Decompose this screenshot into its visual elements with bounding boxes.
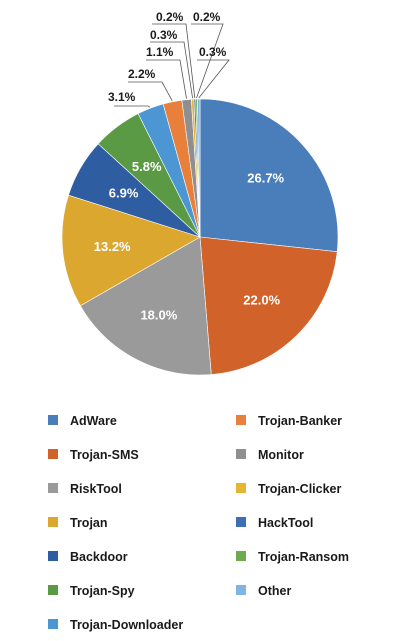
leader-line-monitor bbox=[146, 59, 187, 99]
pie-slice-trojan bbox=[61, 194, 201, 307]
pie-label-trojan-clicker: 0.3% bbox=[150, 28, 178, 42]
legend-label-backdoor: Backdoor bbox=[70, 550, 128, 564]
legend-item-trojan-banker: Trojan-Banker bbox=[236, 414, 342, 428]
legend-label-trojan-sms: Trojan-SMS bbox=[70, 448, 139, 462]
legend-label-other: Other bbox=[258, 584, 291, 598]
legend-swatch-adware bbox=[48, 415, 58, 425]
legend-swatch-trojan-downloader bbox=[48, 619, 58, 629]
legend-item-backdoor: Backdoor bbox=[48, 550, 128, 564]
legend-item-adware: AdWare bbox=[48, 414, 117, 428]
legend-label-trojan-clicker: Trojan-Clicker bbox=[258, 482, 341, 496]
legend-label-monitor: Monitor bbox=[258, 448, 304, 462]
pie-label-adware: 26.7% bbox=[247, 171, 284, 186]
legend-label-trojan-downloader: Trojan-Downloader bbox=[70, 618, 183, 632]
legend-swatch-trojan-banker bbox=[236, 415, 246, 425]
legend-label-trojan-ransom: Trojan-Ransom bbox=[258, 550, 349, 564]
legend-swatch-trojan-ransom bbox=[236, 551, 246, 561]
leader-line-other bbox=[197, 59, 230, 99]
legend-swatch-trojan-sms bbox=[48, 449, 58, 459]
legend-label-trojan-spy: Trojan-Spy bbox=[70, 584, 135, 598]
leader-line-trojan-ransom bbox=[191, 23, 224, 99]
pie-label-hacktool: 0.2% bbox=[156, 10, 184, 24]
pie-slices bbox=[61, 98, 339, 376]
pie-slice-adware bbox=[199, 98, 339, 253]
legend-swatch-trojan-spy bbox=[48, 585, 58, 595]
legend-item-hacktool: HackTool bbox=[236, 516, 313, 530]
legend-swatch-risktool bbox=[48, 483, 58, 493]
legend-swatch-backdoor bbox=[48, 551, 58, 561]
legend-swatch-monitor bbox=[236, 449, 246, 459]
pie-slice-trojan-sms bbox=[199, 236, 338, 375]
pie-label-risktool: 18.0% bbox=[140, 308, 177, 323]
pie-outside-labels: 3.1% 2.2% 1.1% 0.3% 0.2% 0.2% 0.3% bbox=[108, 10, 230, 108]
legend-item-trojan-clicker: Trojan-Clicker bbox=[236, 482, 341, 496]
pie-label-monitor: 1.1% bbox=[146, 45, 174, 59]
legend-swatch-other bbox=[236, 585, 246, 595]
pie-label-trojan-spy: 5.8% bbox=[132, 159, 162, 174]
pie-label-trojan-banker: 2.2% bbox=[128, 67, 156, 81]
legend-label-adware: AdWare bbox=[70, 414, 117, 428]
pie-label-trojan-downloader: 3.1% bbox=[108, 90, 136, 104]
legend-item-trojan: Trojan bbox=[48, 516, 108, 530]
legend-item-trojan-sms: Trojan-SMS bbox=[48, 448, 139, 462]
pie-slice-risktool bbox=[79, 236, 212, 376]
legend-swatch-trojan bbox=[48, 517, 58, 527]
pie-label-backdoor: 6.9% bbox=[109, 185, 139, 200]
legend: AdWare Trojan-Banker Trojan-SMS Monitor Risk… bbox=[48, 414, 349, 632]
legend-swatch-hacktool bbox=[236, 517, 246, 527]
leader-line-trojan-downloader bbox=[114, 105, 151, 108]
pie-label-trojan: 13.2% bbox=[94, 239, 131, 254]
legend-label-hacktool: HackTool bbox=[258, 516, 313, 530]
pie-label-trojan-sms: 22.0% bbox=[243, 293, 280, 308]
legend-label-risktool: RiskTool bbox=[70, 482, 122, 496]
leader-line-trojan-clicker bbox=[150, 41, 193, 99]
legend-swatch-trojan-clicker bbox=[236, 483, 246, 493]
pie-inside-labels: 26.7% 22.0% 18.0% 13.2% 6.9% 5.8% bbox=[94, 159, 285, 323]
leader-line-trojan-banker bbox=[128, 81, 173, 101]
leader-line-hacktool bbox=[152, 23, 196, 99]
legend-item-other: Other bbox=[236, 584, 291, 598]
legend-item-monitor: Monitor bbox=[236, 448, 304, 462]
pie-slice-other bbox=[197, 98, 201, 238]
legend-label-trojan-banker: Trojan-Banker bbox=[258, 414, 342, 428]
legend-item-trojan-ransom: Trojan-Ransom bbox=[236, 550, 349, 564]
legend-item-trojan-downloader: Trojan-Downloader bbox=[48, 618, 183, 632]
pie-label-trojan-ransom: 0.2% bbox=[193, 10, 221, 24]
legend-item-trojan-spy: Trojan-Spy bbox=[48, 584, 135, 598]
legend-item-risktool: RiskTool bbox=[48, 482, 122, 496]
legend-label-trojan: Trojan bbox=[70, 516, 108, 530]
pie-label-other: 0.3% bbox=[199, 45, 227, 59]
